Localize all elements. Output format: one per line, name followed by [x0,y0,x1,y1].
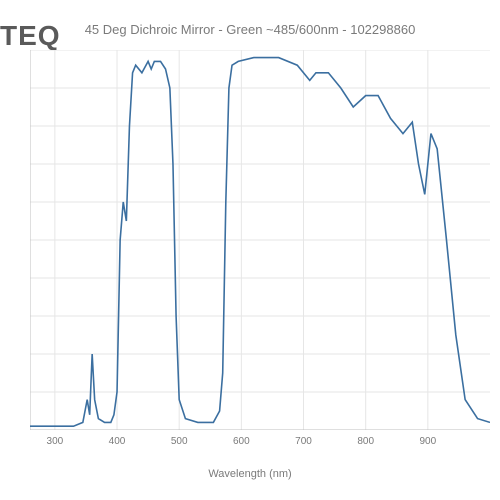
x-tick: 800 [357,436,374,447]
x-tick: 400 [109,436,126,447]
x-tick: 900 [419,436,436,447]
x-axis-label: Wavelength (nm) [0,468,500,480]
x-tick: 500 [171,436,188,447]
x-tick: 700 [295,436,312,447]
x-tick: 300 [47,436,64,447]
series-reflectance [30,58,490,427]
x-tick: 600 [233,436,250,447]
chart-title: 45 Deg Dichroic Mirror - Green ~485/600n… [0,22,500,37]
spectrum-chart [30,50,490,430]
